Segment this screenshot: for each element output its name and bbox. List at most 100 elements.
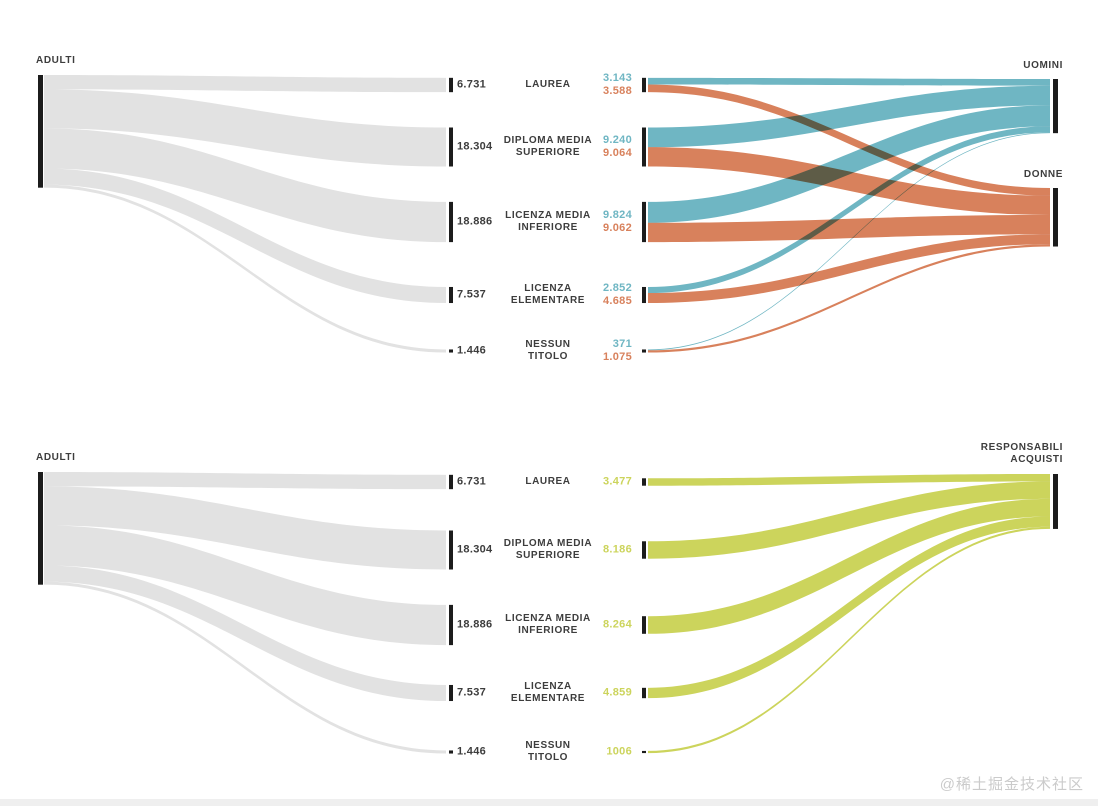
category-label: LICENZA MEDIA INFERIORE [492,613,604,637]
left-node-label: ADULTI [36,452,76,463]
flow-value: 9.824 [602,209,632,221]
flow-adulti-to-licenza-elementare-1 [44,565,446,702]
flow-value: 9.240 [602,134,632,146]
flow-nessun-titolo-to-uomini-0 [648,132,1050,351]
category-total: 18.886 [457,618,493,631]
flow-value: 9.064 [602,147,632,159]
left-node-label: ADULTI [36,55,76,66]
right-node-label-line: RESPONSABILI [980,442,1063,453]
licenza-elementare-split-bar-1 [642,687,646,699]
right-node-label-line: UOMINI [1023,60,1063,71]
nessun-titolo-split-bar-1 [642,750,646,754]
watermark: @稀土掘金技术社区 [939,776,1084,793]
flow-diploma-media-superiore-to-uomini-0 [648,85,1050,148]
flow-values: 8.264 [568,619,632,632]
category-label: LICENZA ELEMENTARE [492,283,604,307]
category-label: LAUREA [492,476,604,488]
category-total: 6.731 [457,475,487,488]
diploma-media-superiore-bar-0 [449,127,453,167]
licenza-media-inferiore-split-bar-0 [642,201,646,243]
nessun-titolo-split-bar-0 [642,349,646,353]
responsabili-acquisti-bar [1053,474,1058,529]
flow-adulti-to-laurea-0 [44,75,446,93]
flow-nessun-titolo-to-responsabili-acquisti-1 [648,526,1050,754]
uomini-bar [1053,79,1058,134]
nessun-titolo-bar-1 [449,750,453,754]
category-label-line: NESSUN [525,339,571,350]
category-label-line: LICENZA MEDIA [505,613,591,624]
flow-licenza-elementare-to-uomini-0 [648,126,1050,294]
category-label-line: INFERIORE [518,222,578,233]
flow-value: 1006 [606,745,632,758]
category-label-line: LAUREA [525,476,571,487]
flow-adulti-to-licenza-elementare-0 [44,168,446,304]
flow-value: 3.588 [602,85,632,97]
flow-value: 8.264 [602,618,632,631]
category-total: 7.537 [457,288,487,301]
flow-value: 3.477 [602,475,632,488]
category-label: NESSUN TITOLO [492,740,604,764]
flow-licenza-media-inferiore-to-uomini-0 [648,105,1050,223]
flow-laurea-to-uomini-0 [648,77,1050,86]
category-label-line: SUPERIORE [515,550,581,561]
flow-values: 3.143 3.588 [568,72,632,98]
flow-value: 3.143 [602,72,632,84]
laurea-bar-1 [449,474,453,490]
category-label-line: TITOLO [527,351,569,362]
flow-adulti-to-licenza-media-inferiore-0 [44,128,446,243]
category-label: LICENZA ELEMENTARE [492,681,604,705]
category-label-line: ELEMENTARE [510,693,586,704]
flow-adulti-to-nessun-titolo-0 [44,184,446,353]
laurea-split-bar-1 [642,478,646,486]
licenza-media-inferiore-bar-0 [449,201,453,243]
category-label: DIPLOMA MEDIA SUPERIORE [492,538,604,562]
category-label-line: LICENZA [524,681,572,692]
category-label-line: SUPERIORE [515,147,581,158]
flow-values: 3.477 [568,476,632,489]
adulti-bar-0 [38,75,43,188]
flow-licenza-media-inferiore-to-responsabili-acquisti-1 [648,498,1050,634]
right-node-label-line: DONNE [1023,169,1063,180]
flow-values: 8.186 [568,544,632,557]
flow-value: 4.685 [602,295,632,307]
licenza-elementare-bar-0 [449,286,453,304]
flow-values: 2.852 4.685 [568,282,632,308]
category-label: LAUREA [492,79,604,91]
diploma-media-superiore-split-bar-0 [642,127,646,167]
flow-value: 8.186 [602,543,632,556]
category-total: 18.886 [457,215,493,228]
flow-value: 2.852 [602,282,632,294]
flow-nessun-titolo-to-donne-0 [648,244,1050,353]
flow-values: 371 1.075 [568,338,632,364]
licenza-media-inferiore-split-bar-1 [642,616,646,634]
flow-value: 4.859 [602,686,632,699]
flow-values: 1006 [568,746,632,759]
right-node-label: UOMINI [953,60,1063,72]
right-node-label: DONNE [953,169,1063,181]
nessun-titolo-bar-0 [449,349,453,353]
flow-licenza-elementare-to-responsabili-acquisti-1 [648,516,1050,699]
right-node-label-line: ACQUISTI [1010,454,1063,465]
category-total: 1.446 [457,344,487,357]
flow-laurea-to-responsabili-acquisti-1 [648,474,1050,486]
category-label-line: DIPLOMA MEDIA [503,538,593,549]
category-label: LICENZA MEDIA INFERIORE [492,210,604,234]
flow-values: 4.859 [568,687,632,700]
flow-diploma-media-superiore-to-donne-0 [648,147,1050,215]
flow-licenza-media-inferiore-to-donne-0 [648,214,1050,243]
flow-value: 371 [612,338,632,350]
flow-adulti-to-diploma-media-superiore-1 [44,486,446,570]
category-label-line: ELEMENTARE [510,295,586,306]
category-total: 1.446 [457,745,487,758]
laurea-bar-0 [449,77,453,93]
category-label-line: INFERIORE [518,625,578,636]
laurea-split-bar-0 [642,77,646,93]
licenza-elementare-bar-1 [449,684,453,702]
category-label-line: TITOLO [527,752,569,763]
licenza-media-inferiore-bar-1 [449,604,453,646]
category-label: DIPLOMA MEDIA SUPERIORE [492,135,604,159]
flow-adulti-to-diploma-media-superiore-0 [44,89,446,167]
diploma-media-superiore-split-bar-1 [642,541,646,559]
category-label-line: LICENZA [524,283,572,294]
